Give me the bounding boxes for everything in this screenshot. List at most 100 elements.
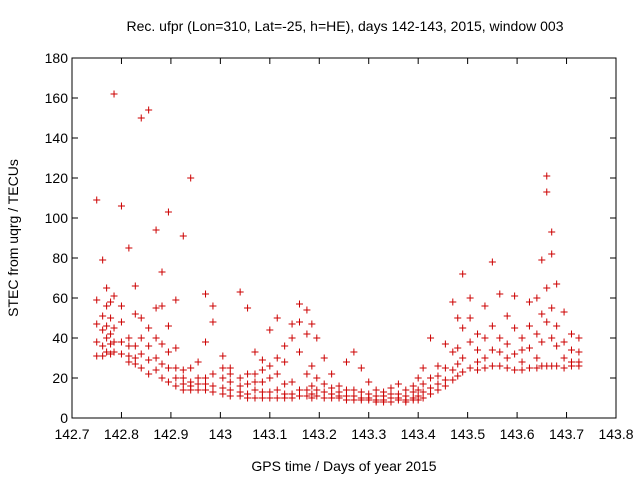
data-point <box>117 318 125 326</box>
data-point <box>328 394 336 402</box>
data-point <box>266 374 274 382</box>
data-point <box>145 370 153 378</box>
data-point <box>308 362 316 370</box>
data-point <box>427 384 435 392</box>
data-point <box>219 390 227 398</box>
data-point <box>441 340 449 348</box>
data-point <box>202 338 210 346</box>
data-point <box>553 362 561 370</box>
data-point <box>308 382 316 390</box>
data-point <box>202 290 210 298</box>
data-point <box>496 362 504 370</box>
data-point <box>236 374 244 382</box>
data-point <box>394 380 402 388</box>
data-point <box>372 398 380 406</box>
data-point <box>419 380 427 388</box>
data-point <box>187 386 195 394</box>
data-point <box>357 396 365 404</box>
data-point <box>209 382 217 390</box>
data-point <box>179 374 187 382</box>
data-point <box>194 358 202 366</box>
data-point <box>518 358 526 366</box>
data-point <box>503 354 511 362</box>
data-point <box>454 314 462 322</box>
data-point <box>553 322 561 330</box>
data-point <box>273 394 281 402</box>
data-point <box>335 382 343 390</box>
data-point <box>511 292 519 300</box>
data-point <box>145 356 153 364</box>
data-point <box>538 310 546 318</box>
data-point <box>187 364 195 372</box>
data-point <box>449 348 457 356</box>
data-point <box>202 386 210 394</box>
data-point <box>466 294 474 302</box>
data-point <box>99 326 107 334</box>
data-point <box>172 344 180 352</box>
x-tick-label: 142.7 <box>54 426 89 442</box>
data-point <box>281 394 289 402</box>
data-point <box>419 394 427 402</box>
chart-title: Rec. ufpr (Lon=310, Lat=-25, h=HE), days… <box>126 18 563 34</box>
data-point <box>145 342 153 350</box>
data-point <box>107 298 115 306</box>
data-point <box>387 398 395 406</box>
data-point <box>295 386 303 394</box>
data-point <box>303 392 311 400</box>
data-point <box>266 362 274 370</box>
data-point <box>137 364 145 372</box>
data-point <box>125 352 133 360</box>
data-point <box>402 398 410 406</box>
data-point <box>288 378 296 386</box>
data-point <box>219 384 227 392</box>
data-point <box>93 296 101 304</box>
data-point <box>236 288 244 296</box>
data-point <box>288 320 296 328</box>
data-point <box>99 312 107 320</box>
data-point <box>258 378 266 386</box>
y-tick-label: 40 <box>52 330 68 346</box>
data-point <box>511 350 519 358</box>
data-point <box>158 374 166 382</box>
x-tick-label: 143.1 <box>252 426 287 442</box>
data-point <box>164 348 172 356</box>
data-point <box>303 330 311 338</box>
x-tick-label: 142.8 <box>104 426 139 442</box>
data-point <box>350 386 358 394</box>
y-tick-label: 120 <box>45 170 69 186</box>
data-point <box>209 370 217 378</box>
data-point <box>525 298 533 306</box>
data-point <box>441 382 449 390</box>
data-point <box>538 256 546 264</box>
data-point <box>103 348 111 356</box>
y-tick-label: 0 <box>60 410 68 426</box>
y-tick-labels: 0 20 40 60 80 100 120 140 160 180 <box>45 50 69 426</box>
data-point <box>342 358 350 366</box>
data-point <box>179 380 187 388</box>
data-point <box>258 388 266 396</box>
axis-ticks <box>71 57 617 419</box>
x-tick-label: 143 <box>209 426 233 442</box>
data-point <box>164 364 172 372</box>
data-point <box>117 350 125 358</box>
data-point <box>560 338 568 346</box>
data-point <box>350 396 358 404</box>
data-point <box>295 392 303 400</box>
data-point <box>93 320 101 328</box>
data-point <box>409 388 417 396</box>
data-point <box>357 364 365 372</box>
data-point <box>209 302 217 310</box>
data-point <box>172 382 180 390</box>
y-axis-label: STEC from uqrg / TECUs <box>5 159 21 317</box>
y-tick-label: 80 <box>52 250 68 266</box>
data-point <box>380 398 388 406</box>
data-point <box>533 330 541 338</box>
data-point <box>131 354 139 362</box>
data-point <box>441 364 449 372</box>
y-tick-label: 140 <box>45 130 69 146</box>
data-point <box>575 362 583 370</box>
y-tick-label: 160 <box>45 90 69 106</box>
data-point <box>125 358 133 366</box>
data-point <box>533 354 541 362</box>
x-tick-label: 143.2 <box>302 426 337 442</box>
